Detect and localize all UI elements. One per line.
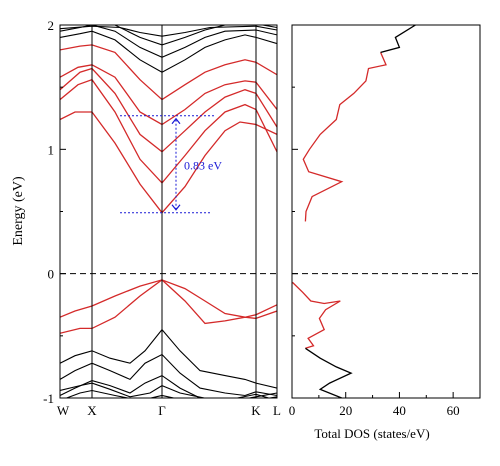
dos-x-tick-label: 20 (339, 403, 352, 418)
band-line (60, 353, 277, 397)
band-line (60, 374, 271, 398)
band-line (60, 328, 277, 389)
band-line-highlighted (60, 78, 277, 184)
band-y-axis-label: Energy (eV) (11, 176, 26, 246)
gap-arrow-up-head (171, 117, 181, 125)
band-y-tick-label: 1 (48, 142, 55, 157)
band-line (60, 382, 277, 398)
dos-x-tick-label: 0 (289, 403, 296, 418)
dos-series-line (302, 52, 387, 222)
gap-arrow-down-head (171, 204, 181, 211)
kpoint-label: K (251, 403, 261, 418)
gap-label: 0.83 eV (184, 158, 222, 172)
band-line-highlighted (60, 111, 277, 214)
dos-series-line (292, 281, 341, 349)
dos-series-line (305, 347, 353, 398)
band-y-ticks: -1 0 1 2 (43, 18, 66, 406)
band-line-highlighted (60, 67, 277, 153)
band-y-tick-label: 0 (48, 267, 55, 282)
band-line-highlighted (60, 64, 277, 126)
dos-panel: 0 20 40 60 Total DOS (states/eV) (289, 24, 481, 441)
dos-x-axis-label: Total DOS (states/eV) (314, 426, 429, 441)
dos-x-tick-label: 40 (393, 403, 406, 418)
band-line (60, 30, 277, 73)
band-line-highlighted (60, 44, 277, 101)
gap-annotation: 0.83 eV (120, 115, 222, 214)
kpoint-label: W (57, 403, 70, 418)
band-lines-red (60, 44, 277, 334)
kpoint-label: X (87, 403, 97, 418)
band-y-tick-label: -1 (43, 391, 54, 406)
kpoint-divider-lines (91, 25, 257, 398)
band-line-highlighted (60, 279, 277, 334)
dos-y-ticks (292, 24, 298, 399)
band-line (111, 25, 277, 46)
dos-x-tick-label: 60 (447, 403, 460, 418)
band-y-tick-label: 2 (48, 18, 55, 33)
dos-x-ticks: 0 20 40 60 (289, 392, 481, 418)
band-line (60, 25, 277, 58)
dos-curve (292, 25, 416, 398)
dos-plot-frame (291, 24, 481, 399)
dos-series-line (380, 25, 416, 54)
band-lines-black (60, 25, 277, 398)
kpoint-label: Γ (158, 403, 166, 418)
kpoint-label: L (273, 403, 281, 418)
band-line (65, 389, 277, 398)
